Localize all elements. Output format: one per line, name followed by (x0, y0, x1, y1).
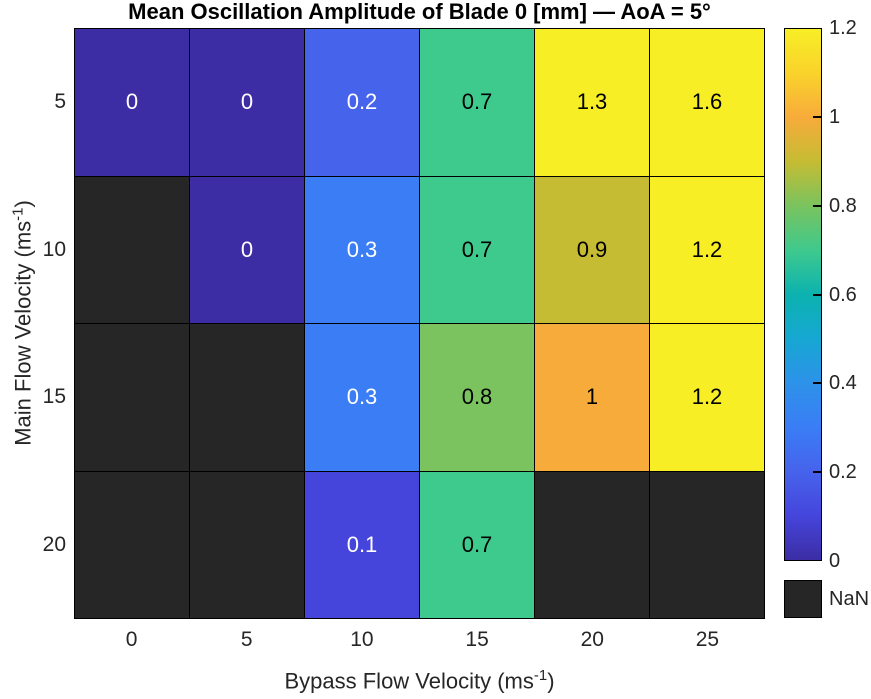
heatmap-grid: 0 0 0.2 0.7 1.3 1.6 0 0.3 0.7 0.9 1.2 0.3 0.8 1 1.2 0.1… (74, 28, 765, 619)
y-axis-label: Main Flow Velocity (ms-1) (6, 200, 35, 446)
x-axis-label: Bypass Flow Velocity (ms-1) (74, 664, 765, 693)
x-axis-label-close: ) (547, 668, 555, 694)
x-axis-label-superscript: -1 (533, 667, 548, 684)
colorbar-tick-label-0.8: 0.8 (829, 194, 857, 217)
colorbar-tick-mark-0.6 (813, 293, 821, 296)
colorbar-tick-mark-1 (813, 115, 821, 118)
x-tick-label-15: 15 (465, 628, 489, 651)
x-axis-label-text: Bypass Flow Velocity (ms (284, 668, 534, 694)
colorbar-tick-label-0.2: 0.2 (829, 461, 857, 484)
y-tick-label-10: 10 (42, 237, 66, 261)
colorbar-tick-label-1.2: 1.2 (829, 17, 857, 39)
y-tick-label-5: 5 (54, 89, 66, 113)
heatmap-cell-r1c1: 0 (190, 176, 304, 323)
heatmap-cell-r3c4 (535, 471, 649, 618)
colorbar-tick-mark-0.4 (813, 382, 821, 385)
y-axis-label-close: ) (10, 200, 36, 208)
page-title: Mean Oscillation Amplitude of Blade 0 [m… (128, 0, 711, 24)
heatmap-cell-r3c3: 0.7 (420, 471, 534, 618)
heatmap-cell-r2c3: 0.8 (420, 324, 534, 471)
colorbar-tick-label-0.6: 0.6 (829, 283, 857, 306)
x-tick-label-10: 10 (350, 628, 374, 651)
colorbar-tick-label-0: 0 (829, 550, 841, 572)
heatmap-cell-r1c5: 1.2 (650, 176, 764, 323)
y-axis-label-superscript: -1 (9, 207, 27, 221)
heatmap-cell-r0c2: 0.2 (305, 29, 419, 176)
colorbar-tick-label-0.4: 0.4 (829, 372, 857, 395)
heatmap-cell-r1c3: 0.7 (420, 176, 534, 323)
heatmap-cell-r2c0 (75, 324, 189, 471)
x-tick-label-25: 25 (695, 628, 720, 651)
heatmap-cell-r1c0 (75, 176, 189, 323)
y-tick-label-20: 20 (42, 533, 66, 557)
y-tick-label-15: 15 (42, 385, 66, 409)
heatmap-cell-r0c5: 1.6 (650, 29, 764, 176)
x-tick-label-0: 0 (125, 628, 138, 651)
heatmap-cell-r2c2: 0.3 (305, 324, 419, 471)
heatmap-cell-r0c0: 0 (75, 29, 189, 176)
heatmap-cell-r3c2: 0.1 (305, 471, 419, 618)
colorbar-tick-mark-0.8 (813, 204, 821, 207)
heatmap-cell-r0c3: 0.7 (420, 29, 534, 176)
x-tick-label-20: 20 (580, 628, 604, 651)
heatmap-cell-r2c1 (190, 324, 304, 471)
colorbar-nan-label: NaN (829, 588, 870, 610)
heatmap-cell-r3c1 (190, 471, 304, 618)
colorbar-nan-swatch (784, 580, 822, 618)
heatmap-cell-r1c4: 0.9 (535, 176, 649, 323)
heatmap-cell-r3c5 (650, 471, 764, 618)
colorbar-tick-mark-0.2 (813, 471, 821, 474)
heatmap-cell-r0c4: 1.3 (535, 29, 649, 176)
colorbar-tick-label-1: 1 (829, 105, 841, 128)
heatmap-cell-r2c4: 1 (535, 324, 649, 471)
heatmap-cell-r2c5: 1.2 (650, 324, 764, 471)
heatmap-cell-r3c0 (75, 471, 189, 618)
heatmap-cell-r0c1: 0 (190, 29, 304, 176)
x-tick-label-5: 5 (240, 628, 253, 651)
heatmap-cell-r1c2: 0.3 (305, 176, 419, 323)
